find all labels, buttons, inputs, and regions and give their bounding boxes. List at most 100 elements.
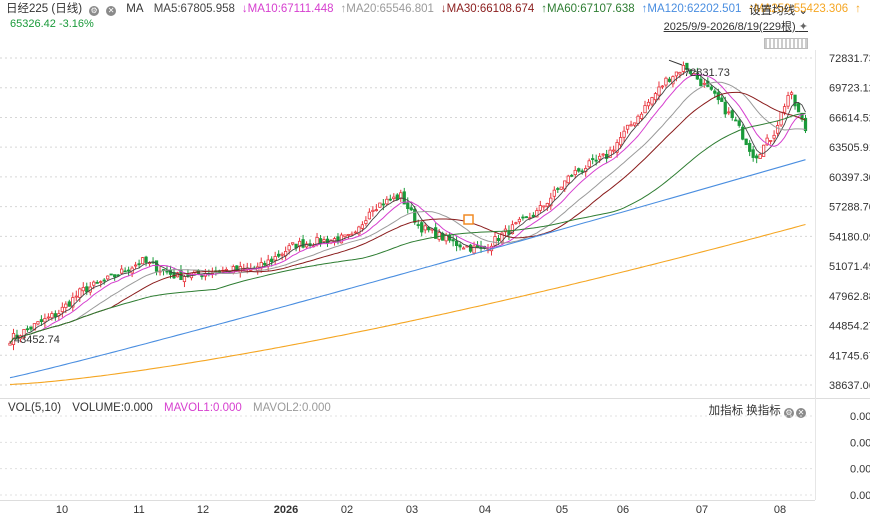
candle-body <box>22 329 26 338</box>
candle <box>179 265 183 281</box>
candle-body <box>625 124 630 130</box>
candle-body <box>793 94 797 107</box>
candle <box>524 216 529 219</box>
candle-body <box>566 175 570 184</box>
candle <box>151 257 155 265</box>
candle-body <box>535 210 539 218</box>
candle-body <box>713 90 717 94</box>
candle <box>423 222 427 234</box>
candle <box>646 99 651 110</box>
settings-ma-button[interactable]: 设置均线 ⌄ <box>749 5 808 17</box>
candle-body <box>727 111 731 114</box>
candle-body <box>559 186 563 190</box>
candle <box>507 225 511 240</box>
candle-body <box>399 192 403 199</box>
settings-icon[interactable]: ⚙ <box>784 408 794 418</box>
candle-body <box>367 211 371 220</box>
candle <box>277 250 281 258</box>
pin-icon[interactable]: ✦ <box>798 21 808 33</box>
candle-body <box>137 263 141 266</box>
y-tick-label: 57288.70 <box>829 202 870 214</box>
candle <box>367 208 371 220</box>
switch-indicator-button[interactable]: 换指标 <box>746 405 781 417</box>
ma20-readout: MA20:65546.801 <box>346 3 434 15</box>
candle-body <box>695 73 699 80</box>
candle-body <box>556 188 560 190</box>
mavol2-readout: MAVOL2:0.000 <box>253 402 331 414</box>
candle-body <box>106 275 110 280</box>
x-tick-label: 05 <box>556 504 568 515</box>
last-price: 65326.42 <box>10 18 56 30</box>
candle <box>751 145 755 162</box>
candle-body <box>765 137 769 146</box>
volume-controls: 加指标 换指标 ⚙ ✕ <box>709 402 808 418</box>
event-marker <box>463 214 474 225</box>
candle <box>102 278 106 285</box>
zoom-handle[interactable] <box>764 38 808 49</box>
candle-body <box>636 115 640 124</box>
add-indicator-button[interactable]: 加指标 <box>708 405 744 417</box>
candle <box>744 138 748 146</box>
candle <box>25 325 30 332</box>
candle-body <box>85 286 89 293</box>
candle <box>605 149 609 163</box>
candle-body <box>605 153 609 159</box>
candle-body <box>46 316 51 319</box>
candle <box>120 265 124 275</box>
candle <box>297 237 302 252</box>
candle-body <box>723 101 727 115</box>
candle-body <box>360 224 365 229</box>
candle-body <box>730 110 734 119</box>
candle-body <box>29 326 33 330</box>
ma250-readout: MA250:55423.306 <box>754 3 849 15</box>
candle <box>622 126 626 143</box>
candle <box>723 96 727 118</box>
candle <box>43 313 47 328</box>
candle-body <box>353 231 358 234</box>
date-range: 2025/9/9-2026/8/19(229根) ✦ <box>663 21 808 33</box>
candle <box>284 246 288 260</box>
candle <box>22 328 26 339</box>
chart-header: 日经225 (日线) ⚙ ✕ MA MA5:67805.958 ↓MA10:67111… <box>6 2 868 16</box>
candle <box>402 187 406 205</box>
candle-body <box>78 288 82 298</box>
candle-body <box>8 342 12 346</box>
candle-body <box>768 140 773 142</box>
candle-body <box>570 174 574 177</box>
candle <box>702 79 706 88</box>
volume-readout: VOLUME:0.000 <box>72 402 153 414</box>
candle-body <box>598 155 602 160</box>
candle-body <box>468 244 473 252</box>
volume-tick-label: 0.00 <box>850 411 870 423</box>
candle-body <box>653 93 658 101</box>
candle <box>538 200 542 213</box>
candle <box>144 255 148 266</box>
candle <box>639 111 644 121</box>
settings-icon[interactable]: ⚙ <box>89 6 100 16</box>
ma60-readout: MA60:67107.638 <box>547 3 635 15</box>
candle <box>748 140 752 157</box>
y-tick-label: 44854.27 <box>829 321 870 333</box>
candle-body <box>434 227 438 239</box>
candle-body <box>664 77 668 86</box>
max-price-label: 72831.73 <box>684 67 730 79</box>
candle-body <box>531 214 535 218</box>
candle-body <box>92 281 96 286</box>
chevron-down-icon: ⌄ <box>798 5 808 17</box>
candle <box>127 266 131 276</box>
candle-body <box>32 323 37 331</box>
candle-body <box>109 273 113 276</box>
candle <box>74 290 78 301</box>
candle-body <box>395 194 399 201</box>
close-icon[interactable]: ✕ <box>796 408 806 418</box>
candle-body <box>594 159 598 162</box>
candle <box>517 216 522 225</box>
candle <box>468 243 473 253</box>
candle <box>713 88 717 98</box>
candle <box>137 259 141 269</box>
candle-body <box>420 222 424 233</box>
close-icon[interactable]: ✕ <box>106 6 117 16</box>
candle <box>775 121 780 137</box>
candle <box>632 122 637 127</box>
